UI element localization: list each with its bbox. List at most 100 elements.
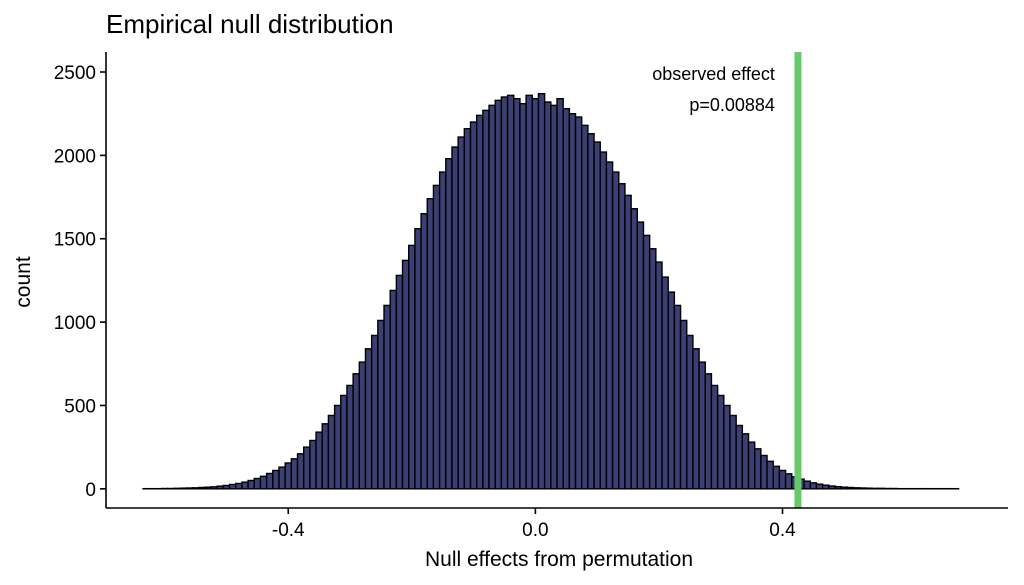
- histogram-bar: [753, 448, 762, 490]
- histogram-bar: [290, 458, 299, 490]
- histogram-bar: [173, 487, 181, 490]
- histogram-bar: [568, 112, 577, 490]
- histogram-bar: [784, 473, 793, 490]
- histogram-bar: [698, 361, 706, 490]
- histogram-bar: [667, 291, 676, 490]
- histogram-bar: [531, 97, 540, 490]
- histogram-bar: [296, 453, 305, 490]
- histogram-bar: [821, 484, 830, 490]
- histogram-bar: [451, 146, 459, 490]
- histogram-bar: [241, 481, 249, 490]
- histogram-bar: [333, 404, 342, 490]
- histogram-bar: [624, 194, 632, 490]
- histogram-bar: [506, 94, 515, 490]
- histogram-bar: [692, 348, 700, 490]
- histogram-bar: [247, 479, 255, 490]
- histogram-bar: [340, 394, 348, 490]
- histogram-bar: [661, 276, 669, 490]
- histogram-bar: [216, 485, 225, 490]
- histogram-bar: [383, 304, 391, 490]
- histogram-bar: [550, 104, 558, 490]
- histogram-bar: [686, 334, 694, 490]
- histogram-bar: [235, 482, 243, 490]
- histogram-bar: [265, 472, 274, 490]
- histogram-bar: [815, 483, 824, 490]
- histogram-bar: [389, 289, 398, 490]
- histogram-bar: [605, 161, 614, 490]
- histogram-bar: [871, 487, 879, 490]
- chart-title: Empirical null distribution: [106, 9, 394, 39]
- histogram-bar: [537, 92, 546, 490]
- histogram-bar: [611, 171, 620, 490]
- histogram-bar: [302, 446, 311, 490]
- histogram-bar: [828, 485, 836, 490]
- histogram-bar: [562, 107, 571, 490]
- histogram-bar: [581, 124, 589, 490]
- histogram-bar: [321, 423, 330, 490]
- histogram-bar: [636, 221, 645, 490]
- histogram-bar: [222, 484, 231, 490]
- histogram-bar: [574, 116, 583, 490]
- histogram-bar: [803, 480, 812, 490]
- histogram-bar: [704, 373, 713, 490]
- histogram-bar: [716, 394, 725, 490]
- histogram-bar: [488, 104, 496, 490]
- histogram-bar: [710, 384, 719, 490]
- histogram-bar: [278, 466, 286, 490]
- histogram-bar: [469, 121, 478, 490]
- histogram-bar: [593, 141, 601, 490]
- histogram-bar: [834, 485, 842, 490]
- histogram-bar: [401, 259, 410, 490]
- histogram-bar: [655, 261, 663, 490]
- x-tick-label: -0.4: [272, 520, 305, 541]
- histogram-bar: [648, 248, 657, 490]
- histogram-bar: [259, 475, 268, 490]
- histogram-bar: [747, 441, 756, 490]
- histogram-bar: [673, 304, 682, 490]
- histogram-bar: [284, 462, 293, 490]
- histogram-bar: [846, 486, 855, 490]
- histogram-bar: [519, 102, 527, 490]
- histogram-bar: [346, 384, 354, 490]
- y-tick-label: 0: [85, 480, 96, 501]
- histogram-bar: [358, 361, 367, 490]
- histogram-bar: [618, 183, 626, 490]
- histogram-bar: [315, 431, 323, 490]
- observed-effect-label: observed effect: [652, 64, 775, 84]
- histogram-bar: [642, 234, 651, 490]
- histogram-bar: [179, 487, 188, 490]
- histogram-bar: [859, 487, 867, 490]
- y-tick-label: 1500: [54, 230, 96, 251]
- histogram-bar: [457, 136, 466, 490]
- histogram-bar: [185, 487, 194, 490]
- histogram-bar: [482, 109, 490, 490]
- histogram-bar: [408, 244, 416, 490]
- histogram-bar: [778, 469, 787, 490]
- histogram-bar: [445, 158, 453, 490]
- y-tick-label: 2500: [54, 63, 96, 84]
- histogram-bar: [865, 487, 873, 490]
- histogram-bar: [760, 454, 768, 490]
- x-tick-label: 0.4: [769, 520, 796, 541]
- histogram-bar: [543, 101, 552, 490]
- histogram-bar: [377, 319, 385, 490]
- histogram-bar: [327, 414, 336, 490]
- histogram-bar: [500, 96, 509, 490]
- histogram-bar: [599, 151, 608, 490]
- histogram-bar: [370, 334, 379, 490]
- y-axis-ticks: 0 500 1000 1500 2000 2500: [54, 63, 106, 501]
- histogram-bar: [210, 486, 218, 490]
- histogram-bar: [438, 171, 447, 490]
- histogram-bar: [525, 94, 533, 490]
- histogram-bar: [272, 469, 280, 490]
- histogram-bar: [352, 373, 361, 490]
- histogram-bar: [735, 424, 744, 490]
- histogram-bar: [556, 97, 564, 490]
- histogram-bar: [809, 482, 818, 490]
- histogram-bar: [309, 439, 317, 490]
- histogram-bar: [420, 213, 428, 490]
- histogram-bar: [741, 433, 750, 490]
- x-axis-ticks: -0.4 0.0 0.4: [272, 508, 796, 541]
- histogram-bar: [587, 132, 595, 490]
